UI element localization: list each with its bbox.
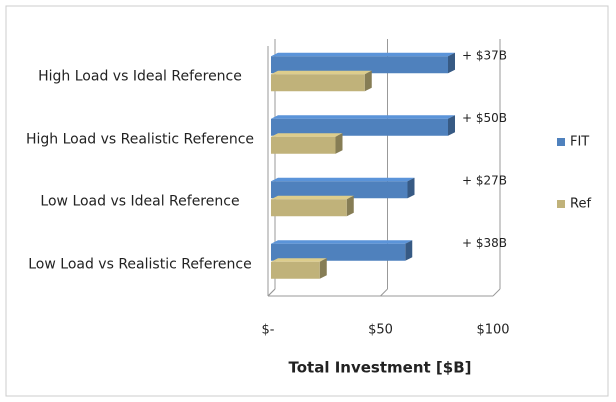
y-tick-label: High Load vs Realistic Reference [25, 131, 255, 148]
y-tick-label: High Load vs Ideal Reference [38, 68, 242, 85]
annotation: + $38B [462, 236, 507, 250]
bar-side [448, 115, 455, 136]
legend-label: Ref [570, 197, 591, 212]
bar [271, 56, 448, 74]
legend-swatch [557, 138, 565, 146]
bar-side [448, 52, 455, 74]
x-tick-label: $- [262, 323, 275, 338]
x-tick-label: $50 [368, 323, 393, 338]
x-axis-title: Total Investment [$B] [289, 359, 472, 377]
legend-label: FIT [570, 135, 589, 150]
bar [271, 136, 336, 154]
bar-top [271, 52, 455, 57]
bar-top [271, 177, 415, 182]
legend-swatch [557, 200, 565, 208]
bar-side [364, 70, 372, 92]
annotation: + $27B [462, 174, 507, 188]
floor-line [492, 288, 501, 297]
chart-border [5, 5, 609, 397]
bar-side [346, 195, 354, 217]
bar [271, 74, 365, 92]
y-tick-label: Low Load vs Realistic Reference [28, 256, 252, 273]
bar [271, 181, 408, 199]
bar-top [271, 240, 413, 244]
y-tick-label: Low Load vs Ideal Reference [40, 193, 240, 210]
bar-side [335, 133, 343, 154]
bar [271, 243, 406, 261]
bar [271, 261, 320, 279]
bar-top [271, 133, 343, 137]
floor-line [267, 288, 276, 297]
bar [271, 199, 347, 217]
annotation: + $37B [462, 49, 507, 63]
bar-side [407, 177, 415, 199]
bar-side [319, 258, 327, 279]
floor-line [380, 288, 388, 297]
bar-side [405, 240, 413, 261]
bar-top [271, 195, 354, 200]
x-tick-label: $100 [476, 323, 509, 338]
bar-top [271, 258, 327, 262]
bar [271, 118, 448, 136]
bar-top [271, 115, 455, 119]
annotation: + $50B [462, 111, 507, 125]
bar-top [271, 70, 372, 75]
